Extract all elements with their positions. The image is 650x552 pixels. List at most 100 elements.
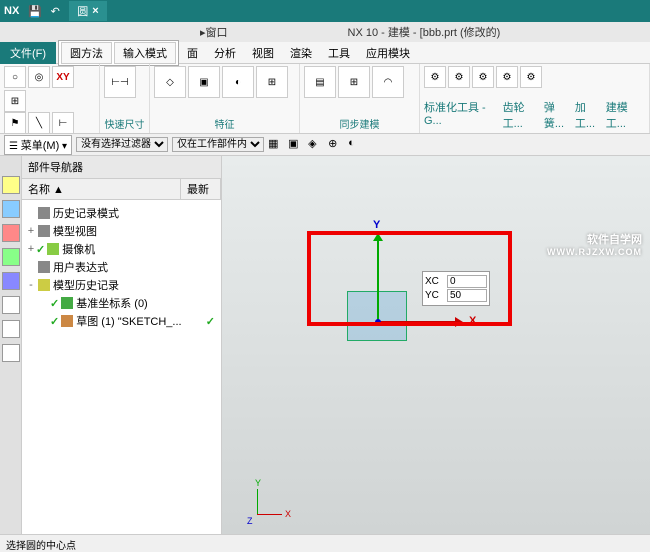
navigator-title: 部件导航器 — [22, 156, 221, 179]
method-tabs: 圆方法 输入模式 — [58, 40, 179, 66]
dock-icon-1[interactable] — [2, 176, 20, 194]
ribbon-group-feature: ◇ ▣ ◐ ⊞ 特征 — [150, 64, 300, 133]
xc-input[interactable] — [447, 275, 487, 288]
tool4-icon[interactable]: ⚙ — [496, 66, 518, 88]
dock-icon-4[interactable] — [2, 248, 20, 266]
window-title: NX 10 - 建模 - [bbb.prt (修改的) — [348, 24, 501, 40]
ribbon-group-tools: ⚙ ⚙ ⚙ ⚙ ⚙ 标准化工具 - G... 齿轮工... 弹簧... 加工..… — [420, 64, 650, 133]
dock-icon-3[interactable] — [2, 224, 20, 242]
active-tab[interactable]: 圆 × — [69, 1, 106, 21]
surface-icon[interactable]: ◠ — [372, 66, 404, 98]
tools-label-3: 弹簧... — [544, 99, 573, 131]
filter-icon-1[interactable]: ▦ — [268, 137, 284, 153]
left-dock — [0, 156, 22, 534]
dock-icon-2[interactable] — [2, 200, 20, 218]
dock-icon-6[interactable] — [2, 296, 20, 314]
tree-node[interactable]: 用户表达式 — [26, 258, 217, 276]
part-navigator: 部件导航器 名称 ▲ 最新 历史记录模式+模型视图+✓摄像机用户表达式-模型历史… — [22, 156, 222, 534]
title-bar: NX 💾 ↶ 圆 × — [0, 0, 650, 22]
tool5-icon[interactable]: ⚙ — [520, 66, 542, 88]
move-face-icon[interactable]: ▤ — [304, 66, 336, 98]
quick-dim-icon[interactable]: ⊢⊣ — [104, 66, 136, 98]
menu-view[interactable]: 视图 — [244, 43, 282, 63]
triad-x — [257, 514, 282, 515]
watermark: 软件自学网 WWW.RJZXW.COM — [547, 231, 642, 257]
col-latest[interactable]: 最新 — [181, 179, 221, 199]
menu-button[interactable]: ☰ 菜单(M) ▾ — [4, 135, 72, 155]
group-label-feature: 特征 — [154, 116, 295, 131]
tree-node[interactable]: ✓草图 (1) "SKETCH_...✓ — [26, 312, 217, 330]
filter-select-2[interactable]: 仅在工作部件内 — [172, 137, 264, 152]
viewport[interactable]: X Y XC YC 软件自学网 WWW.RJZXW.COM X Y — [222, 156, 650, 534]
filter-icon-4[interactable]: ⊕ — [328, 137, 344, 153]
undo-icon[interactable]: ↶ — [47, 3, 63, 19]
triad-y-label: Y — [255, 478, 261, 488]
close-icon[interactable]: × — [92, 5, 98, 17]
tool2-icon[interactable]: ⚙ — [448, 66, 470, 88]
coordinate-input: XC YC — [422, 271, 490, 306]
navigator-header: 名称 ▲ 最新 — [22, 179, 221, 200]
file-menu[interactable]: 文件(F) — [0, 42, 56, 64]
ribbon-group-sketch: ○ ◎ XY ⊞ ⚑ ╲ ⊢ 直接草图 — [0, 64, 100, 133]
watermark-sub: WWW.RJZXW.COM — [547, 247, 642, 257]
extrude-icon[interactable]: ▣ — [188, 66, 220, 98]
menu-face[interactable]: 面 — [179, 43, 206, 63]
main-area: 部件导航器 名称 ▲ 最新 历史记录模式+模型视图+✓摄像机用户表达式-模型历史… — [0, 156, 650, 534]
datum-icon[interactable]: ◇ — [154, 66, 186, 98]
triad-z-label: Z — [247, 516, 253, 526]
tab-input-mode[interactable]: 输入模式 — [114, 42, 176, 64]
tools-label-4: 加工... — [575, 99, 604, 131]
tab-label: 圆 — [77, 3, 88, 19]
quick-dim-label: 快速尺寸 — [104, 116, 145, 131]
filter-icon-2[interactable]: ▣ — [288, 137, 304, 153]
tree-node[interactable]: +模型视图 — [26, 222, 217, 240]
ribbon: ○ ◎ XY ⊞ ⚑ ╲ ⊢ 直接草图 ⊢⊣ 快速尺寸 ◇ ▣ ◐ ⊞ 特征 ▤… — [0, 64, 650, 134]
window-menu[interactable]: 窗口 — [206, 24, 228, 40]
tool3-icon[interactable]: ⚙ — [472, 66, 494, 88]
dim-icon[interactable]: ⊢ — [52, 112, 74, 134]
xc-label: XC — [425, 276, 447, 287]
triad-y — [257, 489, 258, 514]
xy-icon[interactable]: XY — [52, 66, 74, 88]
menu-analyze[interactable]: 分析 — [206, 43, 244, 63]
app-logo: NX — [4, 5, 19, 17]
save-icon[interactable]: 💾 — [27, 3, 43, 19]
tab-circle-method[interactable]: 圆方法 — [61, 42, 112, 64]
mode-icon[interactable]: ⊞ — [4, 90, 26, 112]
line-icon[interactable]: ╲ — [28, 112, 50, 134]
menu-bar: 文件(F) 圆方法 输入模式 面 分析 视图 渲染 工具 应用模块 — [0, 42, 650, 64]
yc-input[interactable] — [447, 289, 487, 302]
menu-tools[interactable]: 工具 — [320, 43, 358, 63]
tree-node[interactable]: -模型历史记录 — [26, 276, 217, 294]
circle2-icon[interactable]: ◎ — [28, 66, 50, 88]
more-sync-icon[interactable]: ⊞ — [338, 66, 370, 98]
tree-node[interactable]: +✓摄像机 — [26, 240, 217, 258]
tree-node[interactable]: 历史记录模式 — [26, 204, 217, 222]
col-name[interactable]: 名称 ▲ — [22, 179, 181, 199]
more-feat-icon[interactable]: ⊞ — [256, 66, 288, 98]
circle-icon[interactable]: ○ — [4, 66, 26, 88]
tool1-icon[interactable]: ⚙ — [424, 66, 446, 88]
ribbon-group-dim: ⊢⊣ 快速尺寸 — [100, 64, 150, 133]
triad-x-label: X — [285, 509, 291, 519]
fillet-icon[interactable]: ◐ — [222, 66, 254, 98]
dock-icon-7[interactable] — [2, 320, 20, 338]
group-label-sync: 同步建模 — [304, 116, 415, 131]
watermark-main: 软件自学网 — [547, 231, 642, 247]
tools-label-5: 建模工... — [606, 99, 645, 131]
menu-app[interactable]: 应用模块 — [358, 43, 418, 63]
menu-render[interactable]: 渲染 — [282, 43, 320, 63]
dock-icon-5[interactable] — [2, 272, 20, 290]
yc-label: YC — [425, 290, 447, 301]
filter-select-1[interactable]: 没有选择过滤器 — [76, 137, 168, 152]
filter-icon-3[interactable]: ◈ — [308, 137, 324, 153]
filter-icon-5[interactable]: ◐ — [348, 137, 364, 153]
tools-label-2: 齿轮工... — [503, 99, 542, 131]
flag-icon[interactable]: ⚑ — [4, 112, 26, 134]
filter-bar: ☰ 菜单(M) ▾ 没有选择过滤器 仅在工作部件内 ▦ ▣ ◈ ⊕ ◐ — [0, 134, 650, 156]
tree-node[interactable]: ✓基准坐标系 (0) — [26, 294, 217, 312]
y-label: Y — [373, 219, 380, 231]
dock-icon-8[interactable] — [2, 344, 20, 362]
status-bar: 选择圆的中心点 — [0, 534, 650, 552]
navigator-tree[interactable]: 历史记录模式+模型视图+✓摄像机用户表达式-模型历史记录✓基准坐标系 (0)✓草… — [22, 200, 221, 534]
